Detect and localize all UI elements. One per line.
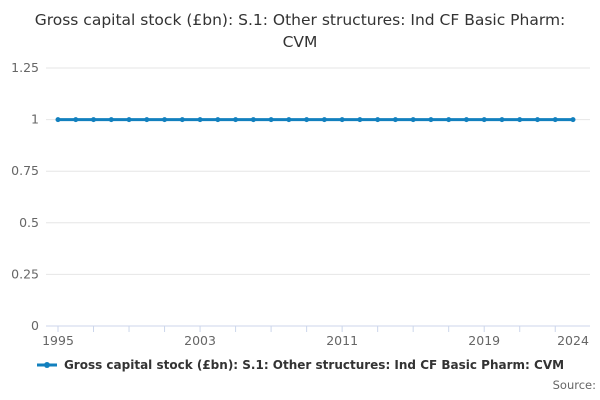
series-point-marker[interactable] — [304, 117, 310, 123]
legend-line-icon — [36, 362, 57, 368]
x-axis-tick-label: 2024 — [557, 333, 589, 348]
series-point-marker[interactable] — [233, 117, 239, 123]
series-point-marker[interactable] — [162, 117, 168, 123]
series-point-marker[interactable] — [73, 117, 79, 123]
y-axis-tick-label: 0.25 — [11, 266, 39, 281]
series-point-marker[interactable] — [268, 117, 274, 123]
series-point-marker[interactable] — [126, 117, 132, 123]
y-axis-tick-label: 0.5 — [19, 215, 39, 230]
chart-title: Gross capital stock (£bn): S.1: Other st… — [34, 11, 566, 51]
series-point-marker[interactable] — [179, 117, 185, 123]
legend-label: Gross capital stock (£bn): S.1: Other st… — [63, 358, 565, 372]
series-point-marker[interactable] — [321, 117, 327, 123]
source-label: Source: — [552, 378, 596, 392]
series-point-marker[interactable] — [499, 117, 505, 123]
x-axis-tick-label: 1995 — [42, 333, 74, 348]
line-chart-plot: 0 0.25 0.5 0.75 1 1.25 1995 2003 2011 2019 2024 — [11, 60, 590, 348]
series-point-marker[interactable] — [55, 117, 61, 123]
series-point-marker[interactable] — [357, 117, 363, 123]
series-point-marker[interactable] — [392, 117, 398, 123]
series-point-marker[interactable] — [428, 117, 434, 123]
series-point-marker[interactable] — [144, 117, 150, 123]
series-point-marker[interactable] — [463, 117, 469, 123]
y-axis-tick-label: 1 — [31, 112, 39, 127]
legend-item[interactable]: Gross capital stock (£bn): S.1: Other st… — [0, 358, 600, 372]
series-point-marker[interactable] — [534, 117, 540, 123]
series-point-marker[interactable] — [250, 117, 256, 123]
series-point-marker[interactable] — [197, 117, 203, 123]
series-point-marker[interactable] — [91, 117, 97, 123]
series-point-marker[interactable] — [410, 117, 416, 123]
x-axis-tick-label: 2003 — [184, 333, 216, 348]
series-point-marker[interactable] — [108, 117, 114, 123]
series-point-marker[interactable] — [517, 117, 523, 123]
y-axis-tick-label: 0 — [31, 318, 39, 333]
series-point-marker[interactable] — [552, 117, 558, 123]
x-axis-tick-label: 2011 — [326, 333, 358, 348]
series-point-marker[interactable] — [286, 117, 292, 123]
series-point-marker[interactable] — [570, 117, 576, 123]
series-point-marker[interactable] — [481, 117, 487, 123]
series-point-marker[interactable] — [215, 117, 221, 123]
series-point-marker[interactable] — [375, 117, 381, 123]
y-axis-tick-label: 0.75 — [11, 163, 39, 178]
y-axis-tick-label: 1.25 — [11, 60, 39, 75]
series-point-marker[interactable] — [446, 117, 452, 123]
x-axis-tick-label: 2019 — [468, 333, 500, 348]
series-point-marker[interactable] — [339, 117, 345, 123]
